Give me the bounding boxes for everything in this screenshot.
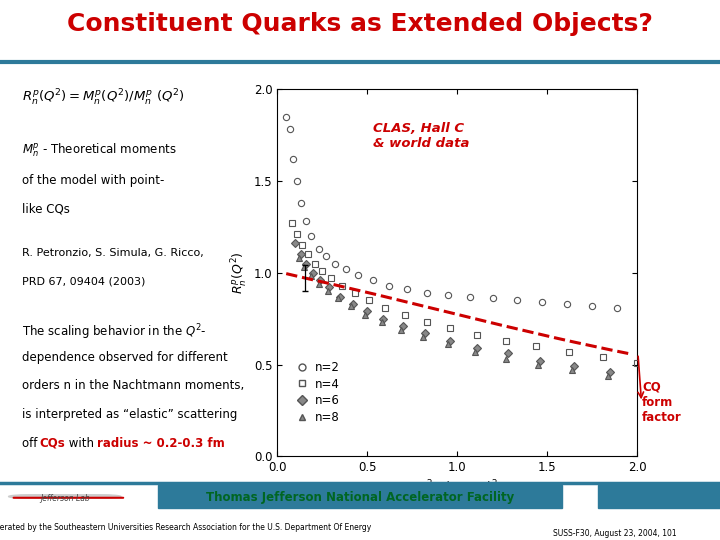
Text: CQ
form
factor: CQ form factor — [642, 381, 682, 424]
Text: PRD 67, 09404 (2003): PRD 67, 09404 (2003) — [22, 277, 145, 287]
Text: with: with — [65, 437, 102, 450]
Circle shape — [27, 495, 67, 498]
Text: The scaling behavior in the $Q^2$-: The scaling behavior in the $Q^2$- — [22, 322, 207, 341]
Text: Thomas Jefferson National Accelerator Facility: Thomas Jefferson National Accelerator Fa… — [206, 491, 514, 504]
Text: radius ~ 0.2-0.3 fm: radius ~ 0.2-0.3 fm — [97, 437, 225, 450]
Text: Constituent Quarks as Extended Objects?: Constituent Quarks as Extended Objects? — [67, 12, 653, 36]
Text: dependence observed for different: dependence observed for different — [22, 350, 228, 363]
Text: orders n in the Nachtmann moments,: orders n in the Nachtmann moments, — [22, 380, 244, 393]
Circle shape — [9, 495, 49, 498]
Text: SUSS-F30, August 23, 2004, 101: SUSS-F30, August 23, 2004, 101 — [553, 529, 677, 538]
Text: is interpreted as “elastic” scattering: is interpreted as “elastic” scattering — [22, 408, 237, 421]
Text: R. Petronzio, S. Simula, G. Ricco,: R. Petronzio, S. Simula, G. Ricco, — [22, 248, 203, 258]
Text: $M_n^p$ - Theoretical moments: $M_n^p$ - Theoretical moments — [22, 141, 176, 159]
Text: Operated by the Southeastern Universities Research Association for the U.S. Depa: Operated by the Southeastern Universitie… — [0, 523, 371, 532]
Text: like CQs: like CQs — [22, 203, 69, 216]
Bar — [158, 485, 562, 508]
Text: CQs: CQs — [40, 437, 66, 450]
Legend: n=2, n=4, n=6, n=8: n=2, n=4, n=6, n=8 — [290, 356, 345, 428]
Text: $R_n^p(Q^2) = M_n^p(Q^2)/M_n^p\ (Q^2)$: $R_n^p(Q^2) = M_n^p(Q^2)/M_n^p\ (Q^2)$ — [22, 88, 184, 108]
Text: CLAS, Hall C
& world data: CLAS, Hall C & world data — [373, 122, 469, 150]
Y-axis label: $R_n^p(Q^2)$: $R_n^p(Q^2)$ — [230, 251, 250, 294]
Bar — [598, 485, 720, 508]
Circle shape — [81, 495, 121, 498]
Text: of the model with point-: of the model with point- — [22, 174, 164, 187]
Circle shape — [63, 495, 103, 498]
Text: off: off — [22, 437, 41, 450]
X-axis label: $Q^2$   $(GeV/c)^2$: $Q^2$ $(GeV/c)^2$ — [416, 478, 498, 496]
Circle shape — [45, 495, 85, 498]
Text: Jefferson Lab: Jefferson Lab — [40, 494, 90, 503]
